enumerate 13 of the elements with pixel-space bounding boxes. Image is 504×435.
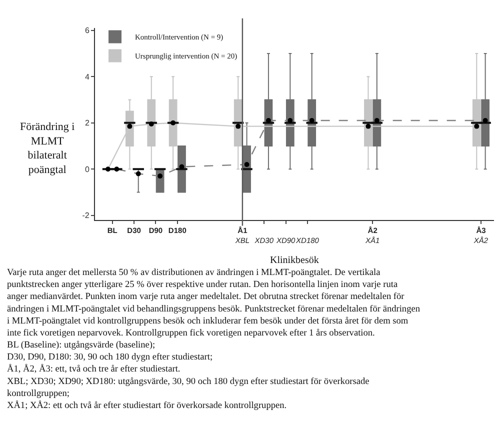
text: XBL; XD30; XD90; XD180: utgångsvärde, 30, 90 och 180 dygn efter studiestart för överkorsade kontrollgruppen; (7, 376, 370, 399)
y-tick-label: 0 (84, 164, 90, 174)
y-tick-label: 2 (84, 118, 90, 128)
text: D30, D90, D180: 30, 90 och 180 dygn efter studiestart; (7, 352, 213, 363)
x-axis-title: Klinikbesök (270, 255, 319, 266)
y-axis-title: Förändring i MLMT bilateralt poängtal (20, 121, 75, 176)
text: BL (Baseline): utgångsvärde (baseline); (7, 340, 156, 351)
text: Å1, Å2, Å3: ett, två och tre år efter studiestart. (7, 364, 180, 375)
y-tick-label: 6 (84, 26, 90, 36)
text: Varje ruta anger det mellersta 50 % av distributionen av ändringen i MLMT-poängtalet. De vertikala punktstrecken anger ytterligare 25 % över respektive under rutan. Den horisontella linjen inom varje ruta anger medianvärdet. Punkten inom varje ruta anger medeltalet. Det obrutna strecket förenar medeltalen för ändringen i MLMT-poängtalet vid behandlingsgruppens besök. Punktstrecket förenar medeltalen för ändringen i MLMT-poängtalet vid kontrollgruppens besök och inkluderar fem besök under det första året för dem som inte fick voretigen neparvovek. Kontrollgruppen fick voretigen neparvovek efter 1 års observation. (7, 268, 420, 338)
text: XÅ1; XÅ2: ett och två år efter studiestart för överkorsade kontrollgruppen. (7, 400, 287, 411)
y-tick-label: -2 (82, 211, 90, 220)
y-tick-label: 4 (84, 72, 90, 82)
